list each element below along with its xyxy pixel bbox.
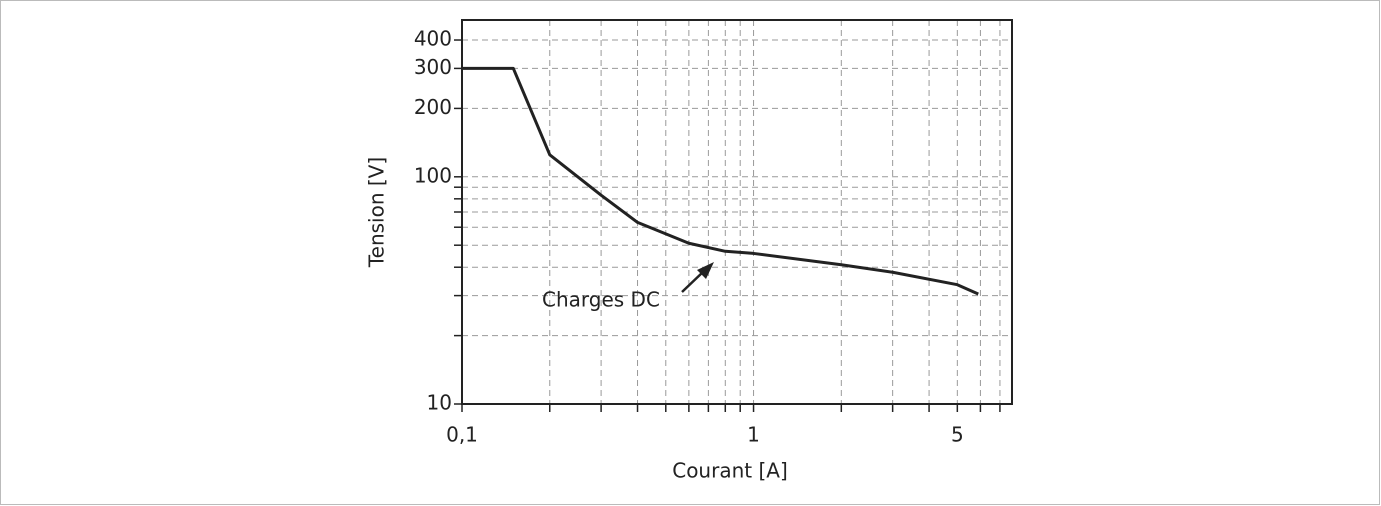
x-tick-label: 1 (747, 423, 760, 447)
grid (461, 20, 1012, 405)
x-tick-label: 5 (951, 423, 964, 447)
y-tick-label: 10 (427, 391, 452, 415)
x-tick-label: 0,1 (446, 423, 478, 447)
y-axis-label: Tension [V] (365, 157, 389, 268)
y-tick-label: 200 (414, 95, 452, 119)
y-tick-label: 400 (414, 27, 452, 51)
data-line (462, 66, 979, 296)
y-tick-label: 300 (414, 55, 452, 79)
annotation-arrowhead (697, 262, 714, 279)
x-axis-label: Courant [A] (672, 459, 788, 483)
y-tick-label: 100 (414, 163, 452, 187)
annotation: Charges DC (542, 288, 660, 312)
annotation-arrow (681, 270, 705, 293)
